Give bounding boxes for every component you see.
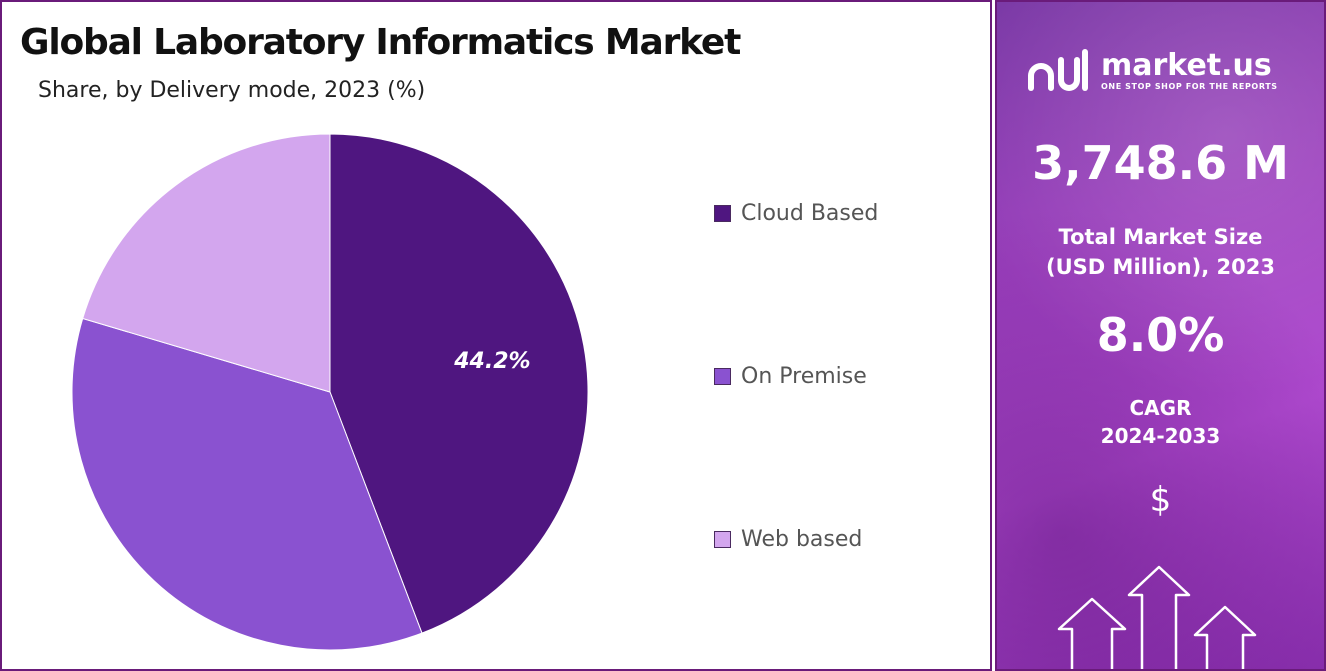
legend-swatch [714,205,731,222]
chart-panel: Global Laboratory Informatics Market Sha… [0,0,992,671]
market-us-logo-icon [1028,49,1088,91]
legend-label: Cloud Based [741,201,879,226]
brand-logo: market.us ONE STOP SHOP FOR THE REPORTS [1027,46,1278,94]
data-label-cloud-based: 44.2% [453,349,530,374]
chart-subtitle: Share, by Delivery mode, 2023 (%) [38,78,426,103]
dollar-icon: $ [1149,480,1172,520]
chart-title: Global Laboratory Informatics Market [20,22,741,63]
legend-label: Web based [741,527,863,552]
pie-slice-web-based [82,133,331,393]
legend-swatch [714,531,731,548]
brand-tagline: ONE STOP SHOP FOR THE REPORTS [1101,81,1278,91]
legend-item-web-based: Web based [714,527,862,552]
market-size-value: 3,748.6 M [1032,136,1289,190]
summary-panel: market.us ONE STOP SHOP FOR THE REPORTS … [995,0,1326,671]
up-arrows-icon [1057,565,1257,669]
legend-label: On Premise [741,364,867,389]
pie-slice-cloud-based [329,133,589,634]
background-photo [997,2,1324,669]
cagr-value: 8.0% [1096,308,1225,362]
pie-slice-on-premise [71,317,423,651]
market-size-label-line-2: (USD Million), 2023 [1046,255,1275,279]
cagr-label-line-2: 2024-2033 [1100,424,1221,448]
market-size-label-line-1: Total Market Size [1058,225,1263,249]
legend-swatch [714,368,731,385]
cagr-label-line-1: CAGR [1129,396,1192,420]
brand-name: market.us [1101,47,1272,83]
cagr-label: CAGR 2024-2033 [997,394,1324,450]
market-size-label: Total Market Size (USD Million), 2023 [997,222,1324,282]
pie-chart: 44.2% [71,133,589,651]
legend-item-on-premise: On Premise [714,364,867,389]
legend-item-cloud-based: Cloud Based [714,201,878,226]
